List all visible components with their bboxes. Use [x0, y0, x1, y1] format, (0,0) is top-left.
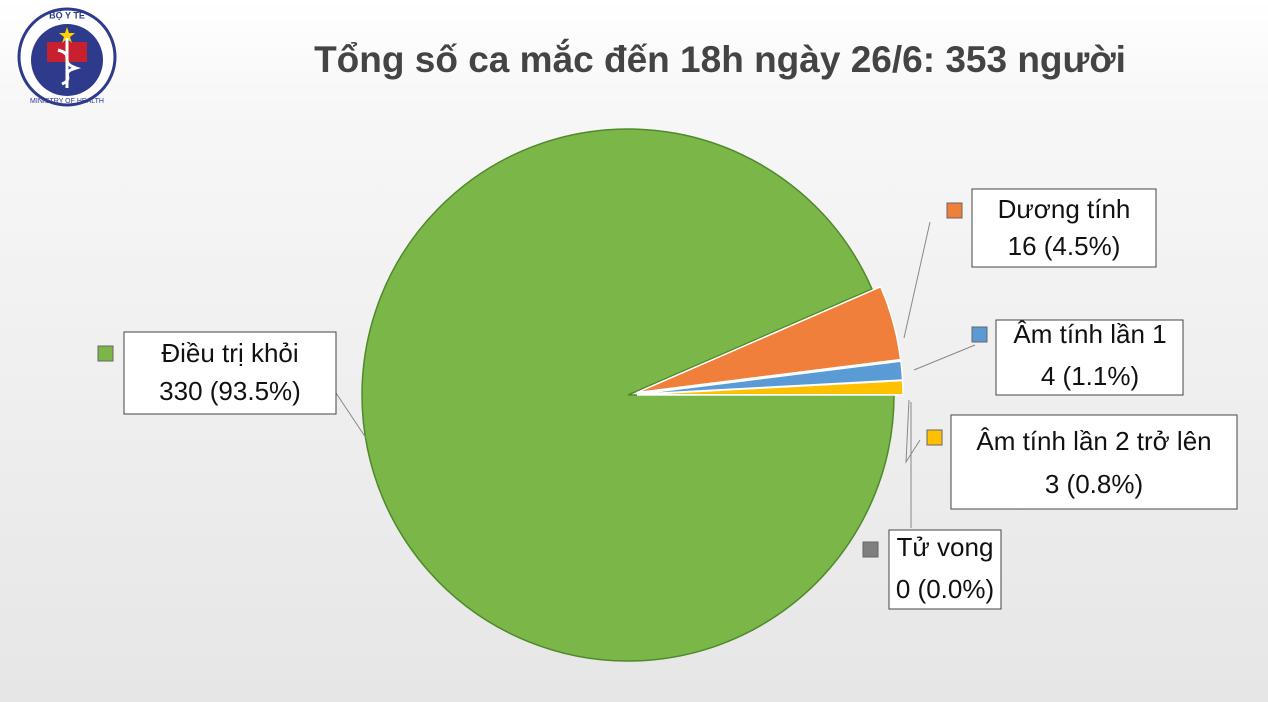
label-value: 0 (0.0%)	[896, 574, 994, 604]
leader-line	[905, 399, 921, 464]
logo-snake	[57, 48, 82, 86]
logo-top-text: BỘ Y TẾ	[49, 9, 85, 20]
logo-star	[59, 27, 75, 43]
label-value: 3 (0.8%)	[1045, 469, 1143, 499]
label-box	[971, 188, 1157, 268]
label-box	[950, 414, 1238, 510]
label-box	[123, 331, 337, 415]
legend-key	[926, 429, 943, 446]
pie-slice	[636, 285, 902, 394]
label-name: Âm tính lần 1	[1013, 319, 1166, 349]
chart-title: Tổng số ca mắc đến 18h ngày 26/6: 353 ng…	[314, 38, 1126, 80]
leader-line	[913, 344, 976, 371]
leader-line	[903, 221, 931, 339]
label-name: Dương tính	[998, 194, 1131, 224]
logo: BỘ Y TẾ MINISTRY OF HEALTH	[17, 7, 117, 107]
legend-key	[862, 541, 879, 558]
label-name: Tử vong	[897, 532, 994, 562]
label-name: Điều trị khỏi	[161, 338, 298, 368]
label-box	[888, 529, 1002, 610]
legend-key	[946, 202, 963, 219]
pie-slice	[361, 128, 895, 662]
label-value: 16 (4.5%)	[1008, 231, 1121, 261]
label-box	[995, 319, 1184, 396]
label-value: 4 (1.1%)	[1041, 361, 1139, 391]
legend-key	[971, 326, 988, 343]
logo-bottom-text: MINISTRY OF HEALTH	[30, 98, 104, 105]
label-name: Âm tính lần 2 trở lên	[976, 426, 1211, 456]
label-value: 330 (93.5%)	[159, 376, 301, 406]
legend-key	[97, 345, 114, 362]
